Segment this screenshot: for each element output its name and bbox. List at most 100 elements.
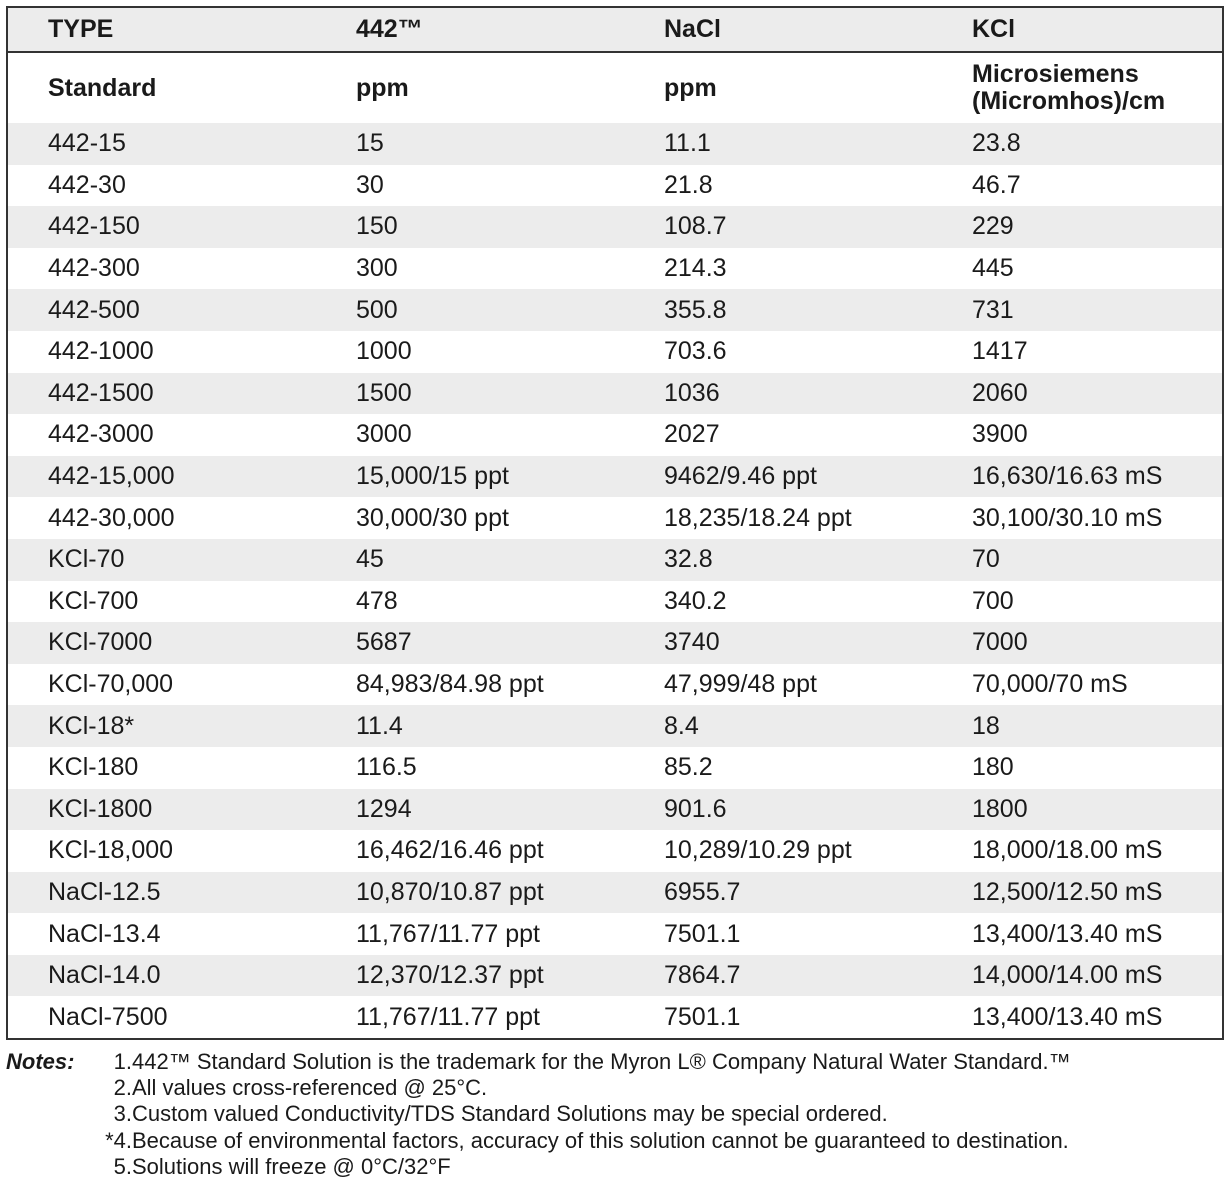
table-cell: 7864.7 (624, 954, 932, 997)
table-cell: 45 (316, 538, 624, 581)
table-cell: 442-15 (7, 123, 316, 165)
table-row: NaCl-7500 11,767/11.77 ppt 7501.1 13,400/13… (7, 996, 1223, 1039)
table-cell: 9462/9.46 ppt (624, 455, 932, 498)
note: 3. Custom valued Conductivity/TDS Standar… (6, 1101, 1222, 1127)
table-cell: 229 (932, 206, 1223, 248)
table-cell: KCl-70 (7, 538, 316, 581)
table-cell: 5687 (316, 622, 624, 664)
table-cell: 1417 (972, 337, 1028, 366)
table-cell: 1800 (932, 788, 1223, 831)
table-cell: 731 (932, 289, 1223, 331)
table-cell: NaCl-13.4 (48, 919, 161, 948)
table-cell: 7501.1 (664, 1002, 741, 1031)
table-row: 442-300 300 214.3 445 (7, 248, 1223, 290)
header-cell: ppm (356, 73, 409, 102)
table-cell: 16,630/16.63 mS (932, 455, 1223, 498)
note-text: All values cross-referenced @ 25°C. (132, 1075, 488, 1101)
note-text: Because of environmental factors, accura… (132, 1127, 1069, 1153)
table-cell: NaCl-7500 (48, 1002, 168, 1031)
table-cell: 12,500/12.50 mS (932, 871, 1223, 914)
table-row: NaCl-14.0 12,370/12.37 ppt 7864.7 14,000/14… (7, 954, 1223, 997)
table-cell: 30,000/30 ppt (356, 503, 509, 532)
table-cell: KCl-18* (7, 705, 316, 747)
note: 2. All values cross-referenced @ 25°C. (6, 1075, 1222, 1101)
header-cell: ppm (664, 73, 717, 102)
note-text: Solutions will freeze @ 0°C/32°F (132, 1153, 451, 1179)
table-cell: 116.5 (356, 753, 417, 782)
header-cell: Microsiemens (Micromhos)/cm (972, 60, 1166, 115)
table-cell: 32.8 (624, 538, 932, 581)
note-text: 442™ Standard Solution is the trademark … (132, 1049, 1071, 1074)
table-row: 442-1000 1000 703.6 1417 (7, 331, 1223, 373)
table-cell: 500 (316, 289, 624, 331)
table-cell: 11.1 (624, 123, 932, 165)
table-cell: 21.8 (664, 170, 713, 199)
table-cell: 16,462/16.46 ppt (356, 836, 544, 865)
table-cell: 442-150 (7, 206, 316, 248)
header-cell: KCl (932, 7, 1223, 53)
table-cell: 11.4 (316, 705, 624, 747)
table-cell: 70 (932, 538, 1223, 581)
table-cell: 442-1000 (48, 337, 154, 366)
table-cell: 442-15,000 (7, 455, 316, 498)
notes-label: Notes: (6, 1049, 75, 1074)
table-cell: 11,767/11.77 ppt (356, 1002, 540, 1031)
table-cell: 901.6 (624, 788, 932, 831)
table-cell: 1036 (624, 372, 932, 415)
table-cell: 7000 (932, 622, 1223, 664)
table-cell: 15,000/15 ppt (316, 455, 624, 498)
table-cell: 442-500 (7, 289, 316, 331)
table-row: 442-500 500 355.8 731 (7, 289, 1223, 331)
table-cell: 340.2 (664, 586, 727, 615)
header-row: Standard ppm ppm Microsiemens (Micromhos)/c… (7, 52, 1223, 123)
table-cell: 14,000/14.00 mS (932, 954, 1223, 997)
table-cell: 3740 (624, 622, 932, 664)
table-cell: 2027 (664, 420, 720, 449)
table-row: KCl-18,000 16,462/16.46 ppt 10,289/10.29 p… (7, 830, 1223, 872)
table-row: 442-30,000 30,000/30 ppt 18,235/18.24 ppt 3… (7, 497, 1223, 539)
table-cell: 10,289/10.29 ppt (664, 836, 852, 865)
table-row: 442-15 15 11.1 23.8 (7, 123, 1223, 165)
table-cell: KCl-70,000 (48, 670, 174, 699)
table-cell: 150 (316, 206, 624, 248)
table-row: NaCl-12.5 10,870/10.87 ppt 6955.7 12,500/12… (7, 871, 1223, 914)
note-number: 2. (113, 1075, 132, 1101)
table-row: NaCl-13.4 11,767/11.77 ppt 7501.1 13,400/13… (7, 913, 1223, 955)
table-cell: 445 (972, 254, 1014, 283)
table-cell: 18,000/18.00 mS (972, 836, 1163, 865)
table-row: KCl-7000 5687 3740 7000 (7, 622, 1223, 664)
table-cell: 18,235/18.24 ppt (664, 503, 852, 532)
table-cell: 84,983/84.98 ppt (356, 670, 544, 699)
note: 5. Solutions will freeze @ 0°C/32°F (6, 1154, 1222, 1180)
table-cell: 478 (356, 586, 398, 615)
table-cell: 47,999/48 ppt (664, 670, 817, 699)
table-row: KCl-18* 11.4 8.4 18 (7, 705, 1223, 747)
table-row: 442-30 30 21.8 46.7 (7, 165, 1223, 207)
table-cell: 2060 (932, 372, 1223, 415)
table-cell: 3000 (356, 420, 412, 449)
table-cell: 70,000/70 mS (972, 670, 1128, 699)
note-number: 3. (113, 1101, 132, 1127)
header-cell: 442™ (316, 7, 624, 53)
table-cell: 85.2 (664, 753, 713, 782)
table-cell: KCl-18,000 (48, 836, 174, 865)
table-cell: 46.7 (972, 170, 1021, 199)
note: 1. 442™ Standard Solution is the trademar… (6, 1049, 1222, 1075)
table-cell: 18 (932, 705, 1223, 747)
table-header: TYPE 442™ NaCl KCl Standard ppm ppm Microsiemen… (7, 7, 1223, 123)
notes: Notes: 1. 442™ Standard Solution is the t… (6, 1049, 1222, 1180)
standards-table: TYPE 442™ NaCl KCl Standard ppm ppm Microsiemen… (6, 6, 1224, 1041)
table-row: 442-1500 1500 1036 2060 (7, 372, 1223, 415)
table-cell: 300 (356, 254, 398, 283)
table-cell: 30,100/30.10 mS (972, 503, 1163, 532)
table-body: 442-15 15 11.1 23.8 442-30 30 21.8 46.7 442-150 1… (7, 123, 1223, 1039)
table-cell: NaCl-12.5 (7, 871, 316, 914)
table-cell: 13,400/13.40 mS (972, 919, 1163, 948)
table-cell: 1500 (316, 372, 624, 415)
table-cell: 1294 (316, 788, 624, 831)
table-row: KCl-180 116.5 85.2 180 (7, 747, 1223, 789)
table-cell: 1000 (356, 337, 412, 366)
table-cell: 23.8 (932, 123, 1223, 165)
table-cell: 703.6 (664, 337, 727, 366)
